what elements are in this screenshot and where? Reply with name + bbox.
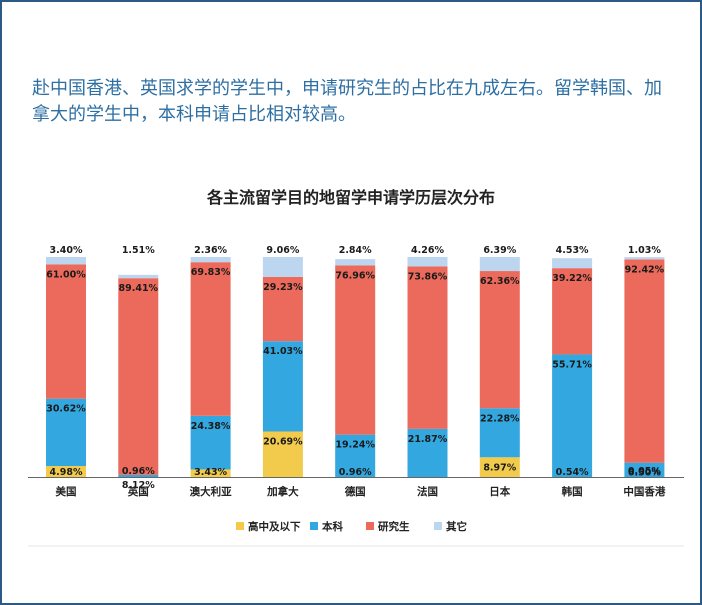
legend-swatch xyxy=(434,522,442,530)
data-label: 6.50% xyxy=(628,468,661,479)
bar-segment-中国香港-其它 xyxy=(624,257,665,260)
data-label: 19.24% xyxy=(335,440,375,451)
bar-segment-德国-研究生 xyxy=(335,265,376,435)
bar-segment-法国-研究生 xyxy=(407,266,448,429)
data-label: 21.87% xyxy=(408,434,448,445)
bar-segment-英国-其它 xyxy=(118,274,159,279)
legend-swatch xyxy=(366,522,374,530)
bar-segment-加拿大-研究生 xyxy=(262,276,303,342)
data-label: 0.05% xyxy=(628,466,661,477)
data-label: 24.38% xyxy=(191,421,231,432)
bar-segment-美国-高中及以下 xyxy=(46,466,86,477)
legend-label: 本科 xyxy=(322,520,343,533)
data-label: 4.98% xyxy=(50,467,83,478)
bar-segment-英国-研究生 xyxy=(118,278,159,475)
data-label: 0.96% xyxy=(339,467,372,478)
data-label: 6.39% xyxy=(483,245,516,256)
bar-segment-日本-研究生 xyxy=(479,271,520,409)
legend-label: 研究生 xyxy=(378,520,410,533)
data-label: 9.06% xyxy=(266,245,299,256)
data-label: 39.22% xyxy=(552,273,592,284)
legend-label: 高中及以下 xyxy=(248,520,301,533)
category-label: 加拿大 xyxy=(266,485,299,498)
bar-segment-加拿大-本科 xyxy=(262,341,303,432)
category-label: 日本 xyxy=(489,485,510,498)
bar-segment-法国-其它 xyxy=(407,257,448,267)
bar-segment-韩国-本科 xyxy=(552,354,593,477)
category-label: 德国 xyxy=(344,485,366,498)
data-label: 29.23% xyxy=(263,282,303,293)
bar-segment-澳大利亚-高中及以下 xyxy=(190,469,231,477)
category-label: 英国 xyxy=(127,485,149,498)
bar-segment-中国香港-本科 xyxy=(624,462,665,477)
data-label: 8.97% xyxy=(483,462,516,473)
data-label: 1.51% xyxy=(122,245,155,256)
data-label: 55.71% xyxy=(552,359,592,370)
legend-swatch xyxy=(236,522,244,530)
data-label: 3.43% xyxy=(194,467,227,478)
bar-segment-日本-高中及以下 xyxy=(479,457,520,477)
bar-segment-澳大利亚-研究生 xyxy=(190,262,231,416)
bar-segment-日本-本科 xyxy=(479,408,520,458)
data-label: 92.42% xyxy=(625,264,665,275)
data-label: 22.28% xyxy=(480,413,520,424)
bar-segment-美国-其它 xyxy=(46,257,86,265)
bar-segment-美国-本科 xyxy=(46,398,86,467)
bar-segment-德国-本科 xyxy=(335,434,376,477)
bar-segment-澳大利亚-其它 xyxy=(190,257,231,263)
chart-title: 各主流留学目的地留学申请学历层次分布 xyxy=(206,188,495,207)
data-label: 3.40% xyxy=(50,245,83,256)
data-label: 4.53% xyxy=(556,245,589,256)
category-label: 澳大利亚 xyxy=(190,485,232,498)
bar-segment-加拿大-高中及以下 xyxy=(262,431,303,477)
legend-swatch xyxy=(310,522,318,530)
bar-segment-法国-本科 xyxy=(407,428,448,477)
bar-segment-美国-研究生 xyxy=(46,264,86,399)
bar-segment-加拿大-其它 xyxy=(262,256,303,277)
data-label: 0.96% xyxy=(122,466,155,477)
bar-segment-中国香港-研究生 xyxy=(624,259,665,463)
data-label: 30.62% xyxy=(46,404,86,415)
data-label: 1.03% xyxy=(628,245,661,256)
data-label: 41.03% xyxy=(263,346,303,357)
category-label: 韩国 xyxy=(562,485,583,498)
data-label: 20.69% xyxy=(263,436,303,447)
data-label: 73.86% xyxy=(408,271,448,282)
bar-segment-日本-其它 xyxy=(479,257,520,272)
data-label: 76.96% xyxy=(335,270,375,281)
bar-segment-韩国-其它 xyxy=(552,258,593,269)
bar-segment-韩国-研究生 xyxy=(552,268,593,355)
data-label: 62.36% xyxy=(480,276,520,287)
data-label: 2.84% xyxy=(339,245,372,256)
data-label: 4.26% xyxy=(411,245,444,256)
bar-segment-澳大利亚-本科 xyxy=(190,415,231,470)
data-label: 0.54% xyxy=(556,467,589,478)
legend-label: 其它 xyxy=(446,520,467,533)
intro-text: 赴中国香港、英国求学的学生中，申请研究生的占比在九成左右。留学韩国、加拿大的学生… xyxy=(32,78,662,125)
category-label: 中国香港 xyxy=(623,485,665,498)
bar-segment-德国-其它 xyxy=(335,259,376,266)
bar-segment-英国-本科 xyxy=(118,474,159,477)
data-label: 8.12% xyxy=(122,480,155,491)
data-label: 61.00% xyxy=(46,269,86,280)
data-label: 69.83% xyxy=(191,267,231,278)
data-label: 89.41% xyxy=(119,283,159,294)
category-label: 美国 xyxy=(56,485,77,498)
data-label: 2.36% xyxy=(194,245,227,256)
category-label: 法国 xyxy=(417,485,438,498)
